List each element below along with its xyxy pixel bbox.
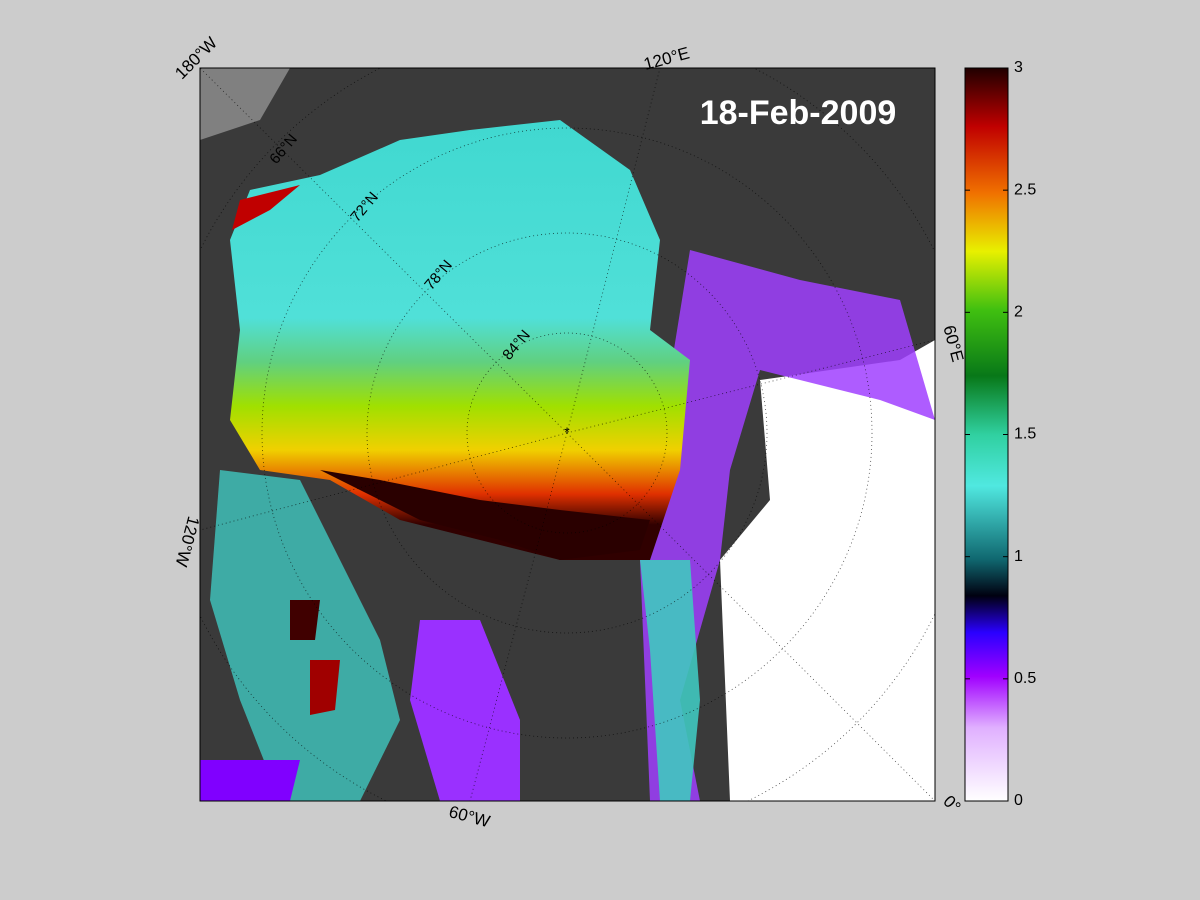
colorbar-tick-label: 1	[1014, 548, 1023, 565]
colorbar-ticks: 0 0.5 1 1.5 2 2.5 3	[965, 59, 1036, 809]
map: *	[200, 68, 935, 801]
colorbar	[964, 67, 1009, 802]
longitude-label: 120°W	[172, 514, 204, 568]
longitude-label: 60°E	[939, 323, 967, 364]
date-label: 18-Feb-2009	[700, 94, 897, 132]
colorbar-tick-label: 2.5	[1014, 181, 1036, 198]
colorbar-tick-label: 3	[1014, 59, 1023, 76]
colorbar-tick-label: 0	[1014, 792, 1023, 809]
longitude-label: 60°W	[447, 802, 492, 831]
longitude-label: 0°	[939, 792, 964, 817]
svg-text:*: *	[564, 424, 570, 440]
colorbar-tick-label: 1.5	[1014, 426, 1036, 443]
colorbar-tick-label: 0.5	[1014, 670, 1036, 687]
colorbar-tick-label: 2	[1014, 304, 1023, 321]
